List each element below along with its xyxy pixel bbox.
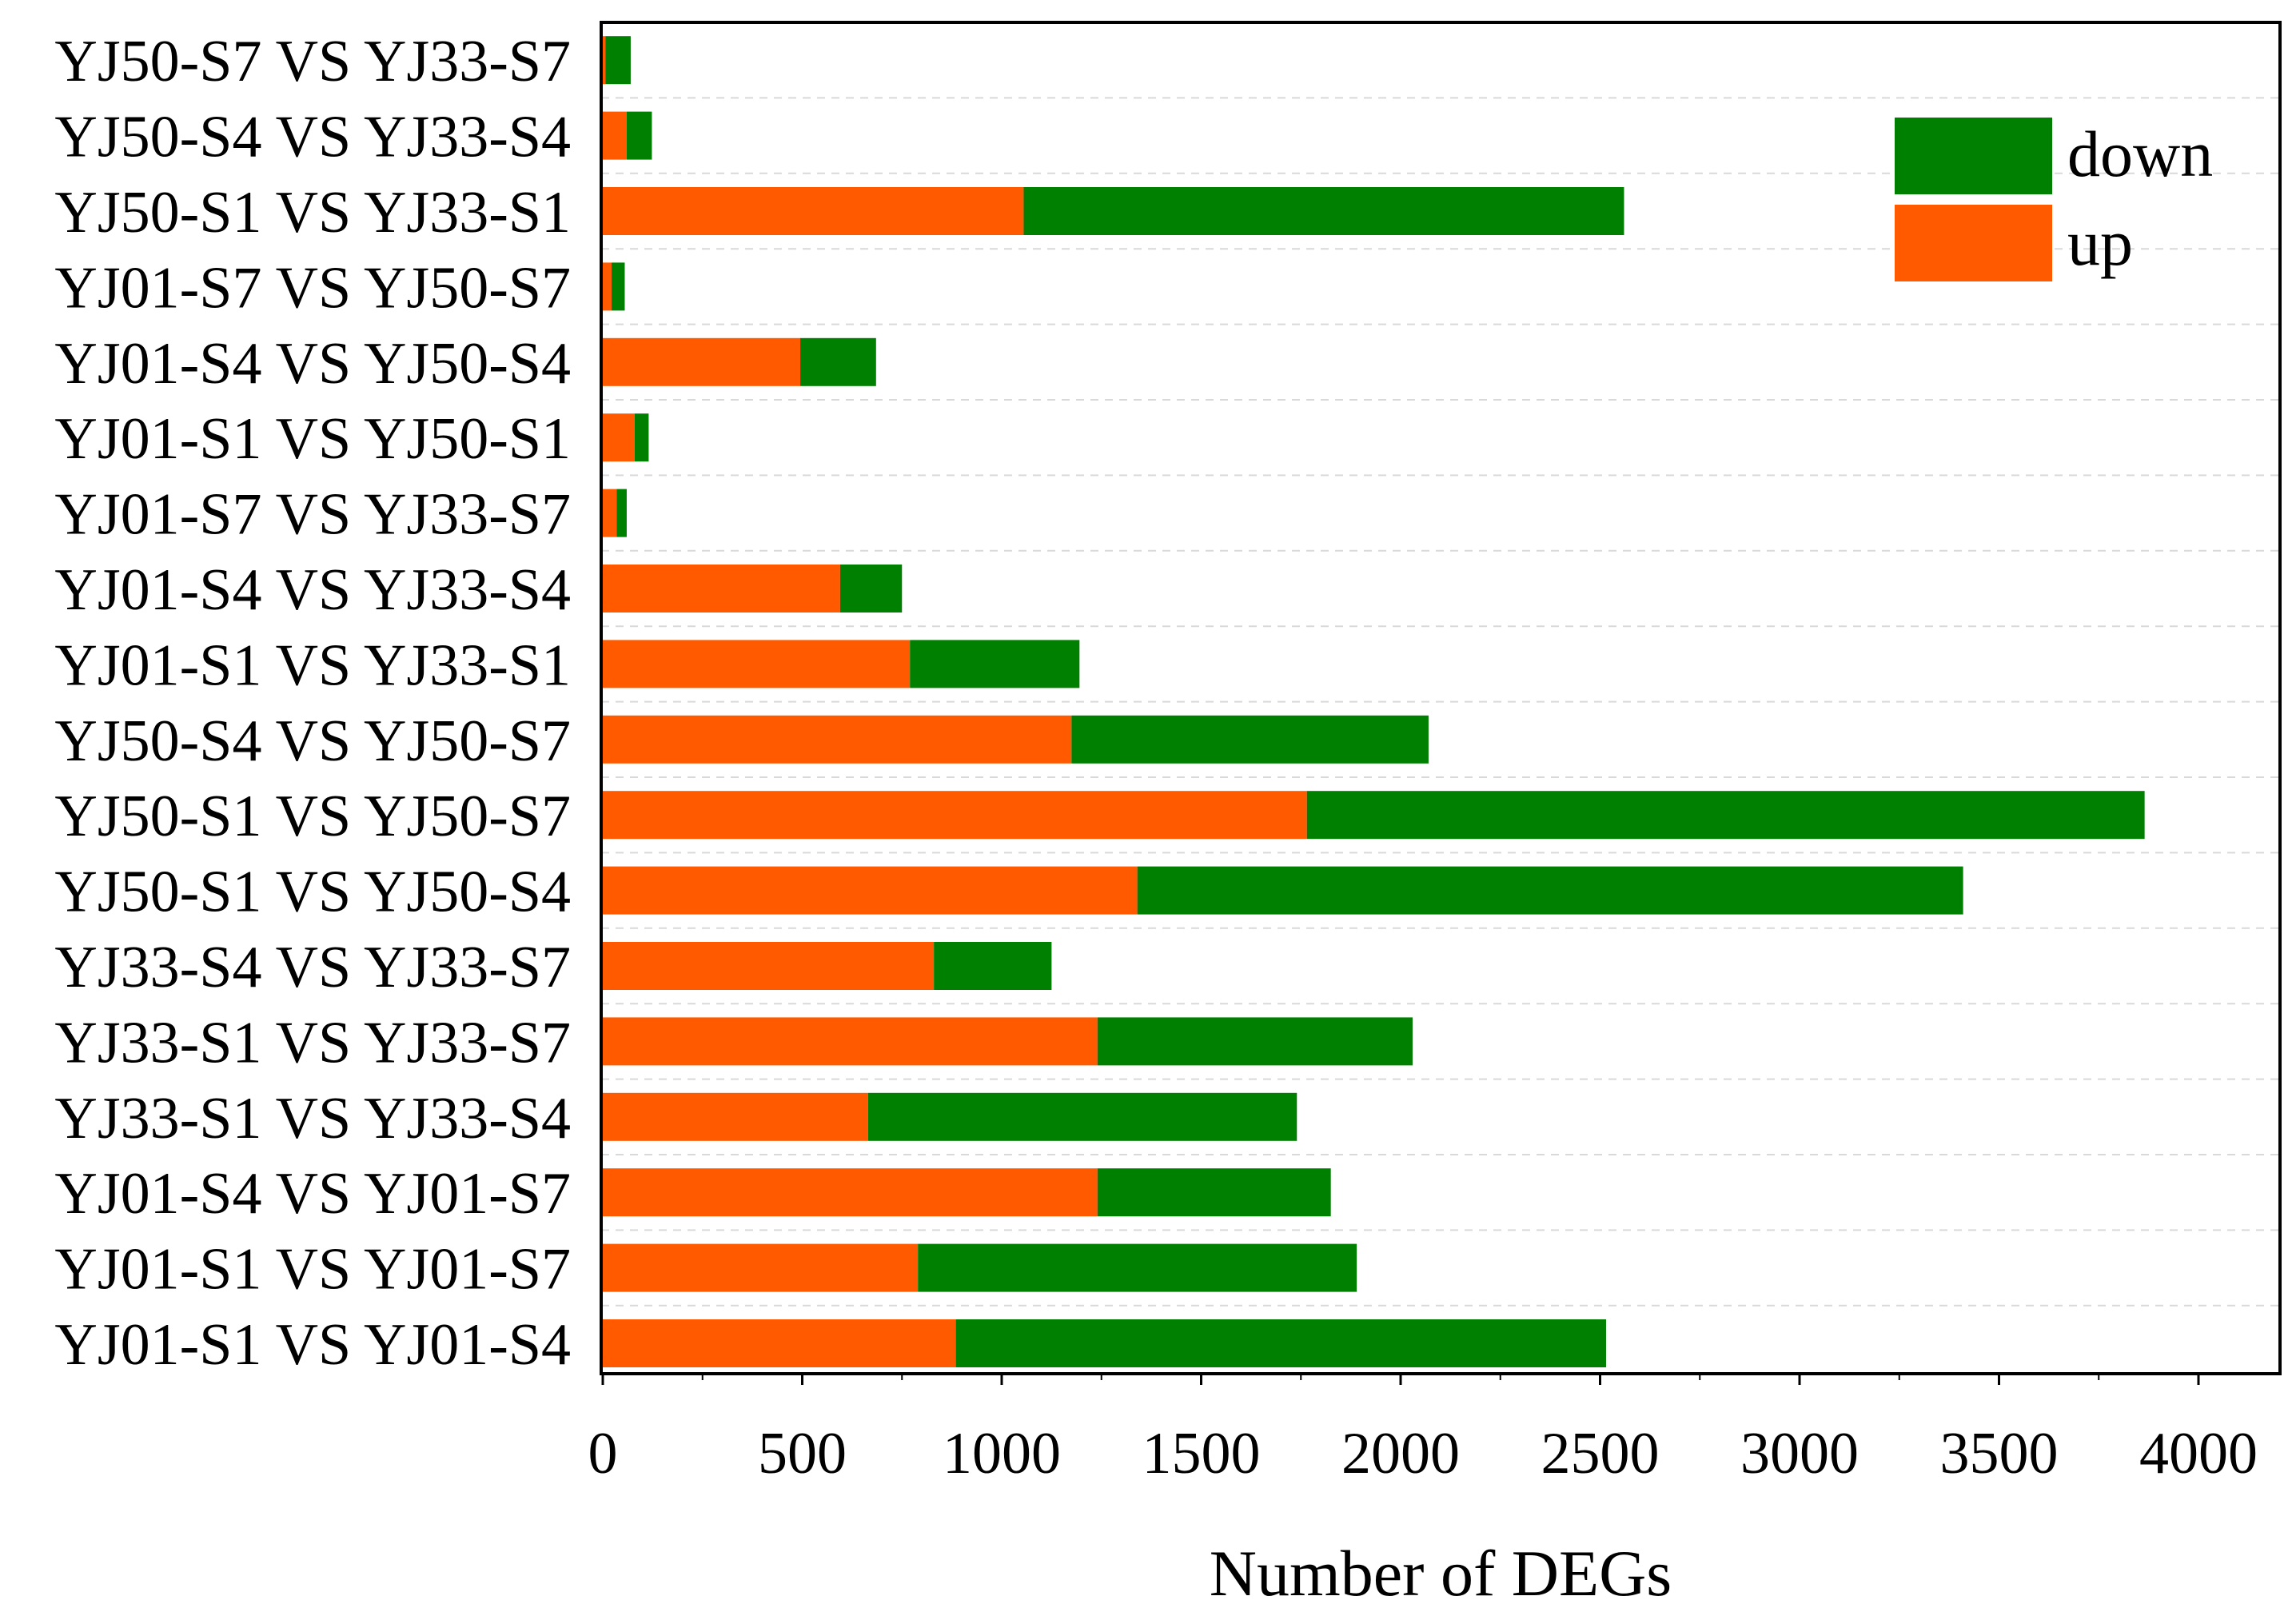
bar-down-5 [800, 337, 876, 386]
category-label: YJ33-S1 VS YJ33-S7 [54, 1010, 571, 1075]
x-tick-label: 1500 [1142, 1421, 1261, 1486]
bar-up-4 [603, 262, 612, 311]
category-label: YJ01-S1 VS YJ33-S1 [54, 632, 571, 698]
legend-label-down: down [2067, 118, 2213, 190]
category-label: YJ01-S1 VS YJ01-S7 [54, 1237, 571, 1303]
bar-down-10 [1071, 715, 1429, 764]
category-label: YJ33-S1 VS YJ33-S4 [54, 1086, 571, 1151]
bar-up-13 [603, 942, 935, 990]
x-axis-title: Number of DEGs [1210, 1537, 1672, 1610]
category-label: YJ01-S1 VS YJ50-S1 [54, 406, 571, 472]
category-label: YJ01-S4 VS YJ33-S4 [54, 557, 571, 623]
bar-up-1 [603, 36, 606, 85]
bar-down-12 [1137, 866, 1963, 915]
category-label: YJ01-S4 VS YJ50-S4 [54, 331, 571, 397]
bar-down-1 [605, 36, 631, 85]
category-label: YJ50-S4 VS YJ50-S7 [54, 708, 571, 774]
bar-down-3 [1023, 187, 1624, 235]
x-tick-label: 3000 [1740, 1421, 1859, 1486]
category-label: YJ50-S4 VS YJ33-S4 [54, 105, 571, 170]
category-label: YJ50-S1 VS YJ50-S4 [54, 860, 571, 925]
bar-down-4 [611, 262, 625, 311]
x-axis-ticks: 0 500 1000 1500 2000 2500 3000 3500 4000 [588, 1374, 2258, 1486]
x-tick-label: 2500 [1541, 1421, 1660, 1486]
bar-down-17 [918, 1243, 1357, 1292]
legend-swatch-up [1895, 205, 2052, 281]
x-tick-label: 0 [588, 1421, 618, 1486]
bar-up-2 [603, 111, 627, 160]
bar-down-15 [867, 1092, 1297, 1141]
bar-up-18 [603, 1319, 956, 1367]
bar-down-16 [1097, 1168, 1331, 1217]
category-label: YJ01-S7 VS YJ50-S7 [54, 255, 571, 321]
bar-down-7 [616, 489, 627, 537]
plot-frame [600, 21, 2282, 1375]
bar-up-5 [603, 337, 801, 386]
bar-up-6 [603, 413, 635, 462]
x-tick-label: 2000 [1341, 1421, 1460, 1486]
bars [603, 36, 2145, 1367]
bar-up-9 [603, 640, 911, 688]
bar-down-2 [626, 111, 652, 160]
bar-down-13 [934, 942, 1052, 990]
category-labels: YJ50-S7 VS YJ33-S7 YJ50-S4 VS YJ33-S4 YJ50… [54, 29, 571, 1378]
bar-up-8 [603, 565, 840, 612]
category-label: YJ01-S4 VS YJ01-S7 [54, 1161, 571, 1227]
x-tick-label: 500 [758, 1421, 847, 1486]
legend: down up [1895, 118, 2213, 281]
category-label: YJ01-S1 VS YJ01-S4 [54, 1312, 571, 1378]
legend-swatch-down [1895, 118, 2052, 194]
bar-up-16 [603, 1168, 1098, 1217]
legend-label-up: up [2067, 206, 2133, 279]
bar-down-8 [839, 565, 903, 612]
category-label: YJ50-S1 VS YJ50-S7 [54, 784, 571, 849]
category-label: YJ01-S7 VS YJ33-S7 [54, 482, 571, 548]
category-label: YJ50-S1 VS YJ33-S1 [54, 180, 571, 245]
bar-up-10 [603, 715, 1072, 764]
bar-down-6 [634, 413, 649, 462]
x-tick-label: 3500 [1940, 1421, 2059, 1486]
bar-up-17 [603, 1243, 919, 1292]
bar-down-14 [1097, 1017, 1413, 1066]
grid-lines [601, 97, 2280, 1307]
category-label: YJ50-S7 VS YJ33-S7 [54, 29, 571, 94]
bar-up-14 [603, 1017, 1098, 1066]
bar-up-12 [603, 866, 1138, 915]
bar-up-7 [603, 489, 617, 537]
bar-down-18 [955, 1319, 1606, 1367]
x-tick-label: 4000 [2139, 1421, 2258, 1486]
bar-down-11 [1306, 791, 2145, 840]
bar-up-15 [603, 1092, 868, 1141]
category-label: YJ33-S4 VS YJ33-S7 [54, 935, 571, 1000]
bar-up-3 [603, 187, 1024, 235]
bar-up-11 [603, 791, 1307, 840]
bar-down-9 [910, 640, 1080, 688]
x-tick-label: 1000 [943, 1421, 1061, 1486]
